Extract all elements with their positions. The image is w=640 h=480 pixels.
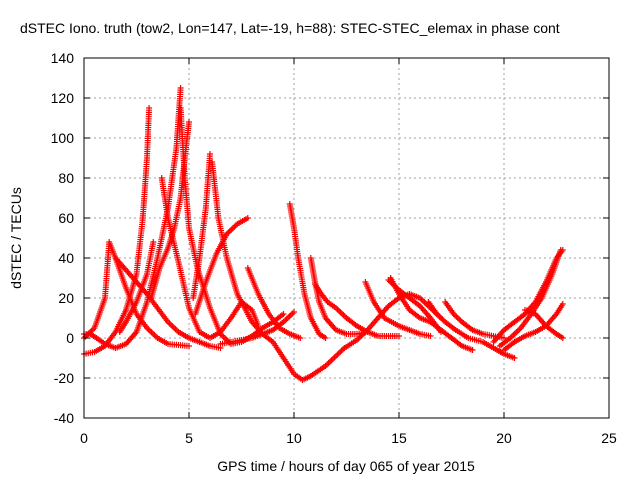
data-point xyxy=(322,335,329,341)
y-tick-labels: -40 -20 0 20 40 60 80 100 120 140 xyxy=(51,50,75,426)
chart-title: dSTEC Iono. truth (tow2, Lon=147, Lat=-1… xyxy=(20,20,560,36)
y-tick-label: -40 xyxy=(54,410,74,426)
x-tick-label: 15 xyxy=(391,430,407,446)
data-point xyxy=(438,315,444,321)
data-point xyxy=(557,247,564,253)
x-tick-label: 25 xyxy=(601,430,617,446)
data-point xyxy=(559,301,566,307)
data-point xyxy=(217,341,224,347)
data-point xyxy=(438,329,444,335)
y-tick-label: 40 xyxy=(58,250,74,266)
y-tick-label: -20 xyxy=(54,370,74,386)
tick-marks xyxy=(83,57,610,419)
y-tick-label: 80 xyxy=(58,170,74,186)
data-point xyxy=(427,333,434,339)
data-point xyxy=(511,355,518,361)
data-point xyxy=(469,347,476,353)
y-tick-label: 20 xyxy=(58,290,74,306)
data-point xyxy=(280,311,287,317)
data-point xyxy=(186,119,192,125)
data-point xyxy=(150,239,157,245)
x-tick-label: 20 xyxy=(496,430,512,446)
y-axis-label: dSTEC / TECUs xyxy=(8,187,24,289)
data-point xyxy=(177,85,184,91)
x-tick-label: 0 xyxy=(80,430,88,446)
y-tick-label: 100 xyxy=(51,130,75,146)
data-point xyxy=(244,215,251,221)
data-point xyxy=(186,343,192,349)
x-tick-label: 10 xyxy=(286,430,302,446)
x-tick-label: 5 xyxy=(185,430,193,446)
data-point xyxy=(297,335,304,341)
data-point xyxy=(396,333,402,339)
y-tick-label: 140 xyxy=(51,50,75,66)
data-point xyxy=(559,335,566,341)
data-point xyxy=(146,105,153,111)
y-tick-label: 0 xyxy=(66,330,74,346)
y-tick-label: 60 xyxy=(58,210,74,226)
y-tick-label: 120 xyxy=(51,90,75,106)
data-point xyxy=(207,151,213,157)
plot-frame xyxy=(83,57,610,419)
data-points xyxy=(81,85,566,383)
x-axis-label: GPS time / hours of day 065 of year 2015 xyxy=(217,458,475,474)
x-tick-labels: 0 5 10 15 20 25 xyxy=(80,430,617,446)
